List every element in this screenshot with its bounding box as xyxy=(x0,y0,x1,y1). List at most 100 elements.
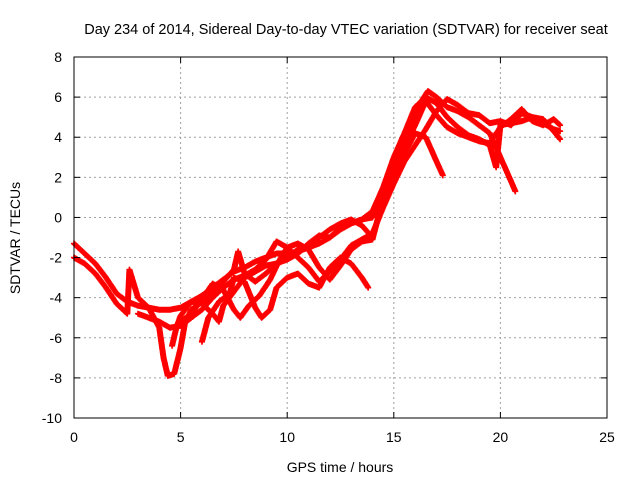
y-tick-label: 6 xyxy=(54,89,62,105)
data-point-cluster xyxy=(93,261,109,280)
data-point-cluster xyxy=(82,261,98,276)
data-point-cluster xyxy=(295,255,311,270)
data-point xyxy=(512,188,519,195)
data-point-cluster xyxy=(370,185,386,214)
data-point-cluster xyxy=(497,155,514,184)
x-tick-label: 10 xyxy=(279,429,295,445)
plot-frame xyxy=(73,56,608,419)
chart-title: Day 234 of 2014, Sidereal Day-to-day VTE… xyxy=(84,22,608,38)
series-track-2 xyxy=(71,94,564,379)
axis-ticks: 0 5 10 15 20 25 -10 -8 -6 -4 -2 0 2 4 6 8 xyxy=(42,49,615,445)
data-point-cluster xyxy=(348,261,365,280)
data-point-cluster xyxy=(221,289,237,308)
data-point xyxy=(557,122,564,129)
y-tick-label: -8 xyxy=(50,370,63,386)
x-tick-label: 25 xyxy=(599,429,615,445)
data-point xyxy=(557,136,564,143)
data-point-cluster xyxy=(391,131,407,160)
data-point-cluster xyxy=(246,293,262,308)
data-point-cluster xyxy=(401,105,418,135)
data-point-cluster xyxy=(327,263,343,282)
data-point-cluster xyxy=(434,113,450,130)
data-point-cluster xyxy=(402,143,418,164)
data-point-cluster xyxy=(380,155,397,190)
data-point-cluster xyxy=(231,275,247,294)
data-point-cluster xyxy=(103,275,119,296)
series-track-3 xyxy=(198,254,372,345)
data-point-cluster xyxy=(82,251,98,266)
data-point-cluster xyxy=(126,267,141,300)
x-tick-label: 15 xyxy=(386,429,402,445)
x-tick-label: 5 xyxy=(177,429,185,445)
data-point-cluster xyxy=(413,94,428,110)
data-point-cluster xyxy=(369,199,386,240)
data-point-cluster xyxy=(551,117,563,128)
data-point-cluster xyxy=(327,225,343,240)
data-point-cluster xyxy=(423,135,439,164)
y-tick-label: -10 xyxy=(42,410,62,426)
data-point-cluster xyxy=(445,115,460,130)
data-point-cluster xyxy=(317,227,332,240)
data-point-cluster xyxy=(93,271,109,290)
data-point-cluster xyxy=(306,265,322,284)
data-point-cluster xyxy=(402,123,418,150)
data-point-cluster xyxy=(519,107,535,124)
data-point xyxy=(557,128,564,135)
data-point-cluster xyxy=(103,285,119,306)
y-tick-label: -2 xyxy=(50,250,63,266)
data-point-cluster xyxy=(156,326,167,360)
y-tick-label: 4 xyxy=(54,129,62,145)
chart-points xyxy=(71,88,564,379)
data-point xyxy=(365,284,372,291)
data-point-cluster xyxy=(306,247,322,270)
data-point-cluster xyxy=(285,247,300,260)
x-axis-label: GPS time / hours xyxy=(287,459,394,475)
data-point-cluster xyxy=(189,307,204,320)
data-point-cluster xyxy=(253,271,268,284)
data-point-cluster xyxy=(238,303,252,320)
data-point-cluster xyxy=(178,315,194,328)
data-point-cluster xyxy=(221,267,237,284)
y-tick-label: -6 xyxy=(50,330,63,346)
data-point-cluster xyxy=(434,97,450,114)
data-point-cluster xyxy=(199,301,215,316)
x-tick-label: 0 xyxy=(70,429,78,445)
data-point-cluster xyxy=(423,99,439,118)
data-point-cluster xyxy=(466,114,482,128)
data-point-cluster xyxy=(338,247,354,268)
data-point-cluster xyxy=(274,275,290,290)
y-axis-label: SDTVAR / TECUs xyxy=(7,182,23,294)
data-point-cluster xyxy=(477,122,492,136)
y-tick-label: 0 xyxy=(54,209,62,225)
y-tick-label: 8 xyxy=(54,49,62,65)
data-point-cluster xyxy=(306,235,322,248)
data-point-cluster xyxy=(317,269,332,284)
y-tick-label: 2 xyxy=(54,169,62,185)
data-point-cluster xyxy=(434,159,446,178)
data-point-cluster xyxy=(221,277,236,290)
data-point-cluster xyxy=(210,285,226,300)
data-point-cluster xyxy=(295,271,311,286)
data-point-cluster xyxy=(498,116,514,130)
data-point-cluster xyxy=(487,125,503,146)
data-point-cluster xyxy=(412,99,429,127)
data-point-cluster xyxy=(71,241,87,256)
data-point-cluster xyxy=(477,112,492,126)
data-point-cluster xyxy=(412,127,429,148)
data-point-cluster xyxy=(327,257,343,274)
series-track-6 xyxy=(169,98,564,349)
data-point-cluster xyxy=(199,315,211,344)
data-point-cluster xyxy=(508,111,524,128)
data-point-cluster xyxy=(380,175,397,204)
data-point-cluster xyxy=(135,295,151,310)
data-point xyxy=(439,172,446,179)
data-point-cluster xyxy=(263,239,279,262)
data-point-cluster xyxy=(455,102,471,116)
data-point-cluster xyxy=(171,346,184,376)
data-point-cluster xyxy=(338,243,354,262)
y-tick-label: -4 xyxy=(50,290,63,306)
data-point-cluster xyxy=(359,209,375,222)
data-point-cluster xyxy=(178,299,194,318)
data-point-cluster xyxy=(199,281,215,302)
